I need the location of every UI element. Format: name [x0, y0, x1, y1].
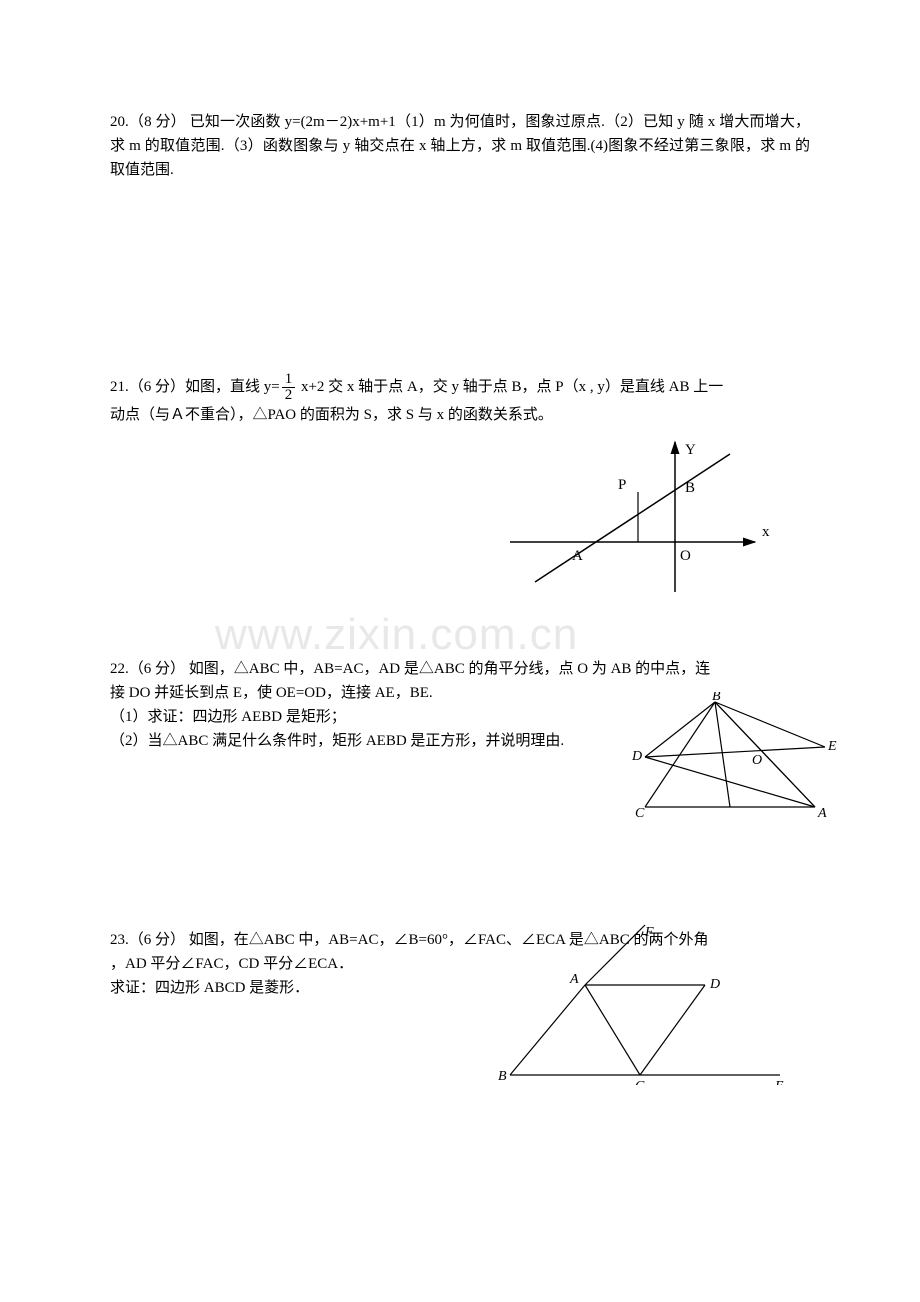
label-e23: E: [774, 1079, 784, 1085]
label-b23: B: [498, 1069, 507, 1084]
figure-21: Y x P B A O: [500, 432, 780, 610]
p21-suffix1: x+2 交 x 轴于点 A，交 y 轴于点 B，点 P（x , y）是直线 AB…: [297, 379, 723, 395]
problem-20: 20.（8 分） 已知一次函数 y=(2m－2)x+m+1（1）m 为何值时，图…: [110, 110, 810, 182]
figure-21-svg: Y x P B A O: [500, 432, 780, 602]
problem-23: 23.（6 分） 如图，在△ABC 中，AB=AC，∠B=60°，∠FAC、∠E…: [110, 928, 810, 1000]
p21-frac-num: 1: [282, 372, 296, 388]
label-x: x: [762, 524, 770, 540]
figure-23-svg: F A D B C E: [480, 920, 800, 1085]
label-d23: D: [709, 977, 720, 992]
figure-22-lines: [645, 702, 825, 807]
problem-21: 21.（6 分）如图，直线 y=12 x+2 交 x 轴于点 A，交 y 轴于点…: [110, 372, 810, 427]
label-b: B: [685, 480, 695, 496]
page-content: 20.（8 分） 已知一次函数 y=(2m－2)x+m+1（1）m 为何值时，图…: [110, 110, 810, 1000]
p21-prefix: 21.（6 分）如图，直线 y=: [110, 379, 280, 395]
label-p: P: [618, 477, 626, 493]
label-a23: A: [569, 972, 579, 987]
line-ab: [535, 454, 730, 582]
figure-22-svg: B E D O C A: [630, 692, 840, 817]
p22-line1: 22.（6 分） 如图，△ABC 中，AB=AC，AD 是△ABC 的角平分线，…: [110, 657, 810, 681]
label-c23: C: [635, 1079, 645, 1085]
figure-22: B E D O C A: [630, 692, 840, 825]
p21-line2: 动点（与Ａ不重合），△PAO 的面积为 S，求 S 与 x 的函数关系式。: [110, 403, 810, 427]
problem-20-text: 20.（8 分） 已知一次函数 y=(2m－2)x+m+1（1）m 为何值时，图…: [110, 110, 810, 182]
figure-23-lines: [510, 925, 780, 1075]
problem-21-text: 21.（6 分）如图，直线 y=12 x+2 交 x 轴于点 A，交 y 轴于点…: [110, 372, 810, 427]
label-c22: C: [635, 806, 645, 817]
label-y: Y: [685, 442, 696, 458]
label-o: O: [680, 548, 691, 564]
p21-fraction: 12: [282, 372, 296, 403]
label-e22: E: [827, 739, 837, 754]
label-d22: D: [631, 749, 642, 764]
problem-22: 22.（6 分） 如图，△ABC 中，AB=AC，AD 是△ABC 的角平分线，…: [110, 657, 810, 753]
label-a22: A: [817, 806, 827, 817]
label-a: A: [572, 548, 583, 564]
label-o22: O: [752, 753, 762, 768]
figure-23: F A D B C E: [480, 920, 800, 1093]
label-b22: B: [712, 692, 721, 704]
p21-frac-den: 2: [282, 388, 296, 403]
label-f23: F: [644, 925, 654, 940]
